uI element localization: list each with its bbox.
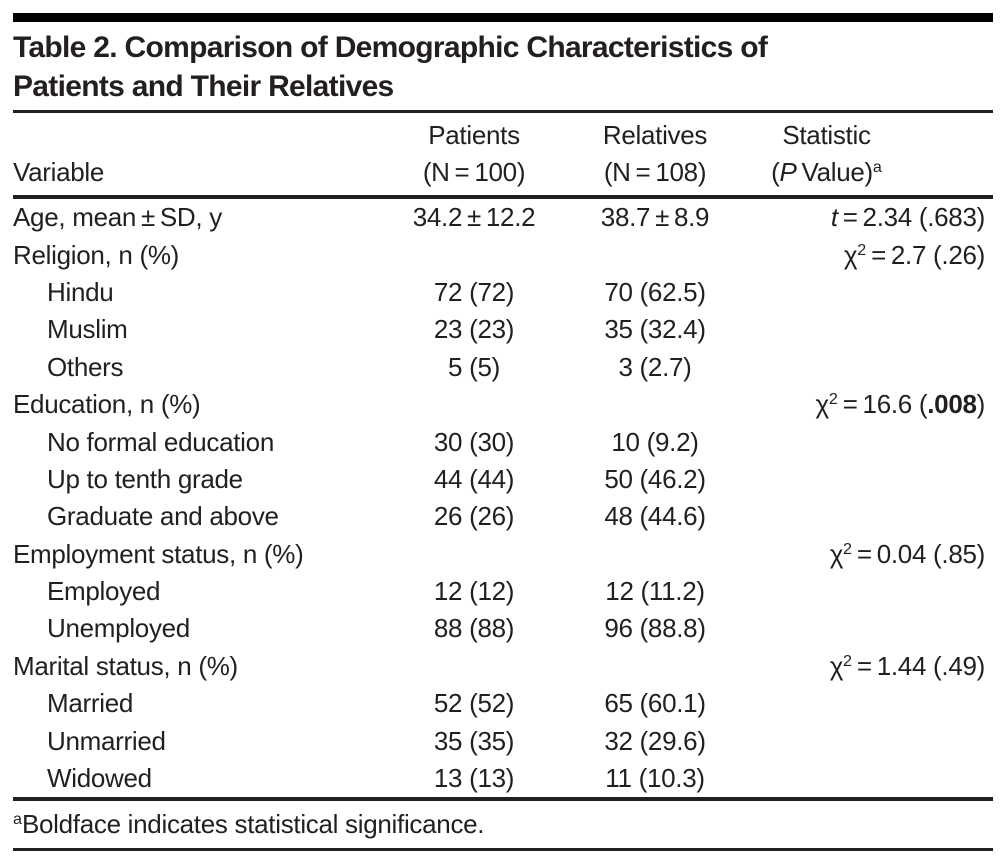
cell-patients: 26 (26) — [433, 501, 515, 532]
cell-relatives: 38.7 ± 8.9 — [600, 202, 710, 233]
cell-patients: 13 (13) — [433, 763, 515, 794]
cell-variable: Graduate and above — [47, 501, 279, 532]
table-row: Unemployed 88 (88) 96 (88.8) — [13, 610, 993, 647]
cell-variable: Education, n (%) — [13, 389, 201, 420]
cell-variable: Hindu — [47, 276, 114, 307]
table-row: Employment status, n (%) χ2 = 0.04 (.85) — [13, 536, 993, 573]
table-header-row: Variable Patients (N = 100) Relatives (N… — [13, 113, 993, 195]
rule-below-header — [13, 195, 993, 199]
cell-relatives: 11 (10.3) — [605, 763, 705, 794]
cell-variable: Up to tenth grade — [47, 463, 243, 494]
cell-patients: 12 (12) — [433, 576, 515, 607]
cell-patients: 30 (30) — [433, 426, 515, 457]
column-header-patients-line2: (N = 100) — [422, 157, 526, 187]
cell-variable: Employment status, n (%) — [13, 538, 304, 569]
cell-patients: 34.2 ± 12.2 — [412, 202, 536, 233]
column-header-relatives: Relatives (N = 108) — [555, 117, 755, 191]
bottom-rule — [13, 848, 993, 852]
column-header-statistic-line2: (P Value)a — [771, 157, 882, 187]
cell-variable: Married — [47, 688, 134, 719]
cell-variable: No formal education — [47, 426, 274, 457]
column-header-patients: Patients (N = 100) — [393, 117, 555, 191]
table-title: Table 2. Comparison of Demographic Chara… — [13, 22, 993, 110]
cell-patients: 44 (44) — [433, 463, 515, 494]
cell-variable: Employed — [47, 576, 161, 607]
cell-patients: 52 (52) — [433, 688, 515, 719]
cell-statistic: χ2 = 16.6 (.008) — [815, 389, 986, 420]
table-row: Married 52 (52) 65 (60.1) — [13, 685, 993, 722]
table-row: Up to tenth grade 44 (44) 50 (46.2) — [13, 461, 993, 498]
cell-statistic: χ2 = 2.7 (.26) — [843, 239, 985, 270]
column-header-variable-line2: Variable — [13, 157, 105, 187]
column-header-statistic-line1: Statistic — [782, 120, 871, 150]
cell-variable: Religion, n (%) — [13, 239, 180, 270]
rule-below-title — [13, 110, 993, 113]
table-row: Marital status, n (%) χ2 = 1.44 (.49) — [13, 648, 993, 685]
column-header-variable: Variable — [13, 117, 393, 191]
cell-statistic: χ2 = 0.04 (.85) — [829, 538, 986, 569]
table-row: Hindu 72 (72) 70 (62.5) — [13, 274, 993, 311]
cell-patients: 88 (88) — [433, 613, 515, 644]
cell-relatives: 32 (29.6) — [604, 725, 706, 756]
column-header-relatives-line2: (N = 108) — [603, 157, 707, 187]
cell-variable: Unemployed — [47, 613, 190, 644]
table-row: Others 5 (5) 3 (2.7) — [13, 349, 993, 386]
cell-variable: Marital status, n (%) — [13, 650, 238, 681]
cell-patients: 5 (5) — [448, 351, 500, 382]
cell-variable: Widowed — [47, 763, 152, 794]
table-row: Age, mean ± SD, y 34.2 ± 12.2 38.7 ± 8.9 t … — [13, 199, 993, 236]
column-header-statistic: Statistic (P Value)a — [755, 117, 993, 191]
cell-relatives: 48 (44.6) — [604, 501, 706, 532]
cell-relatives: 10 (9.2) — [611, 426, 699, 457]
table-row: Muslim 23 (23) 35 (32.4) — [13, 311, 993, 348]
cell-variable: Unmarried — [47, 725, 166, 756]
cell-statistic: t = 2.34 (.683) — [830, 202, 985, 233]
table-row: No formal education 30 (30) 10 (9.2) — [13, 423, 993, 460]
column-header-relatives-line1: Relatives — [602, 120, 708, 150]
cell-relatives: 96 (88.8) — [604, 613, 706, 644]
table-title-line-2: Patients and Their Relatives — [13, 70, 394, 103]
rule-above-footnote — [13, 797, 993, 802]
table-body: Age, mean ± SD, y 34.2 ± 12.2 38.7 ± 8.9 t … — [13, 199, 993, 797]
cell-relatives: 3 (2.7) — [618, 351, 692, 382]
table-row: Employed 12 (12) 12 (11.2) — [13, 573, 993, 610]
cell-statistic: χ2 = 1.44 (.49) — [829, 650, 986, 681]
top-rule-bar — [13, 13, 993, 22]
table-row: Widowed 13 (13) 11 (10.3) — [13, 760, 993, 797]
table-title-line-1: Table 2. Comparison of Demographic Chara… — [13, 31, 768, 64]
table-row: Graduate and above 26 (26) 48 (44.6) — [13, 498, 993, 535]
cell-variable: Age, mean ± SD, y — [13, 202, 222, 233]
cell-relatives: 35 (32.4) — [604, 314, 706, 345]
cell-relatives: 50 (46.2) — [604, 463, 706, 494]
table-row: Education, n (%) χ2 = 16.6 (.008) — [13, 386, 993, 423]
column-header-patients-line1: Patients — [428, 120, 520, 150]
table-row: Religion, n (%) χ2 = 2.7 (.26) — [13, 236, 993, 273]
cell-relatives: 65 (60.1) — [604, 688, 706, 719]
table-footnote: aBoldface indicates statistical signific… — [13, 809, 485, 840]
cell-relatives: 12 (11.2) — [605, 576, 705, 607]
table-row: Unmarried 35 (35) 32 (29.6) — [13, 722, 993, 759]
cell-patients: 23 (23) — [433, 314, 515, 345]
cell-relatives: 70 (62.5) — [604, 276, 706, 307]
cell-variable: Muslim — [47, 314, 128, 345]
cell-patients: 35 (35) — [433, 725, 515, 756]
table2-figure: Table 2. Comparison of Demographic Chara… — [13, 13, 993, 852]
cell-patients: 72 (72) — [433, 276, 515, 307]
cell-variable: Others — [47, 351, 124, 382]
